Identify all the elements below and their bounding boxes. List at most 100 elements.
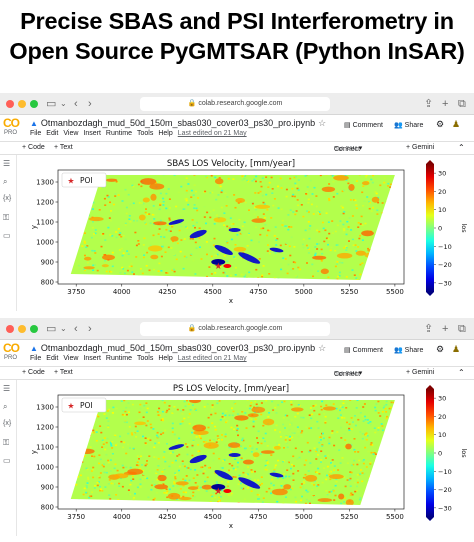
menu-tools[interactable]: Tools <box>136 130 154 137</box>
browser-window-sbas: ▭ ⌄ ‹ › 🔒 colab.research.google.com ⇪ + ⧉… <box>0 93 474 311</box>
plot-title: PS LOS Velocity, [mm/year] <box>173 384 289 394</box>
comment-button[interactable]: ▤ Comment <box>344 346 383 354</box>
share-button[interactable]: 👥 Share <box>394 346 423 354</box>
menu-file[interactable]: File <box>30 355 42 362</box>
add-text-button[interactable]: + Text <box>54 144 73 151</box>
close-window-button[interactable] <box>6 325 14 333</box>
menu-runtime[interactable]: Runtime <box>105 355 132 362</box>
y-tick-label: 1000 <box>36 464 54 472</box>
account-avatar[interactable]: ♟ <box>452 344 461 354</box>
x-tick-label: 3750 <box>67 288 85 296</box>
back-arrow-icon[interactable]: ‹ <box>74 98 78 110</box>
variables-icon[interactable]: {x} <box>3 195 12 202</box>
swath-footprint <box>70 175 395 280</box>
files-folder-icon[interactable]: ▭ <box>3 456 11 465</box>
menu-insert[interactable]: Insert <box>83 355 101 362</box>
zoom-window-button[interactable] <box>30 100 38 108</box>
star-icon[interactable]: ☆ <box>318 343 327 353</box>
menu-edit[interactable]: Edit <box>46 130 59 137</box>
collapse-icon[interactable]: ⌃ <box>458 143 465 152</box>
new-tab-icon[interactable]: + <box>442 323 449 335</box>
address-bar[interactable]: 🔒 colab.research.google.com <box>140 97 330 111</box>
chevron-down-icon[interactable]: ⌄ <box>60 99 67 108</box>
gemini-button[interactable]: + Gemini <box>406 144 435 151</box>
poi-marker: ★ <box>214 487 222 497</box>
notebook-title-row: ▲ Otmanbozdagh_mud_50d_150m_sbas030_cover… <box>30 118 326 129</box>
notebook-name[interactable]: Otmanbozdagh_mud_50d_150m_sbas030_cover0… <box>40 343 316 353</box>
cell-toolbar: + Code + Text Connect High RAM ▾ + Gemin… <box>0 366 474 380</box>
sidebar-toggle-icon[interactable]: ▭ <box>46 98 57 110</box>
search-icon[interactable]: ⌕ <box>3 402 8 411</box>
tab-overview-icon[interactable]: ⧉ <box>458 323 466 335</box>
last-edited-link[interactable]: Last edited on 21 May <box>177 355 247 362</box>
menu-tools[interactable]: Tools <box>136 355 154 362</box>
lock-icon: 🔒 <box>187 325 197 332</box>
last-edited-link[interactable]: Last edited on 21 May <box>177 130 247 137</box>
add-text-button[interactable]: + Text <box>54 369 73 376</box>
colab-logo[interactable]: CO PRO <box>3 117 25 139</box>
variables-icon[interactable]: {x} <box>3 420 12 427</box>
colorbar-tick-label: 0 <box>438 450 442 458</box>
menu-view[interactable]: View <box>63 355 79 362</box>
y-tick-label: 1100 <box>36 444 54 452</box>
y-axis-label: y <box>30 450 38 454</box>
share-page-icon[interactable]: ⇪ <box>424 98 434 110</box>
menu-edit[interactable]: Edit <box>46 355 59 362</box>
add-code-button[interactable]: + Code <box>22 144 45 151</box>
colorbar-tick-label: 30 <box>438 170 446 178</box>
colab-logo-text: CO <box>3 116 20 130</box>
zoom-window-button[interactable] <box>30 325 38 333</box>
notebook-name[interactable]: Otmanbozdagh_mud_50d_150m_sbas030_cover0… <box>40 118 316 128</box>
axes-frame <box>57 169 405 285</box>
chevron-down-icon[interactable]: ⌄ <box>60 324 67 333</box>
comment-button[interactable]: ▤ Comment <box>344 121 383 129</box>
forward-arrow-icon[interactable]: › <box>88 98 92 110</box>
legend: ★ POI <box>61 172 107 188</box>
minimize-window-button[interactable] <box>18 325 26 333</box>
menu-help[interactable]: Help <box>158 130 173 137</box>
x-tick-label: 4750 <box>249 513 267 521</box>
legend: ★ POI <box>61 397 107 413</box>
colab-logo[interactable]: CO PRO <box>3 342 25 364</box>
output-cell: SBAS LOS Velocity, [mm/year] 3750 4000 4250… <box>22 156 470 310</box>
tab-overview-icon[interactable]: ⧉ <box>458 98 466 110</box>
x-tick-label: 5250 <box>340 288 358 296</box>
connect-dropdown-icon[interactable]: ▾ <box>358 145 363 152</box>
sidebar-toggle-icon[interactable]: ▭ <box>46 323 57 335</box>
collapse-icon[interactable]: ⌃ <box>458 368 465 377</box>
colorbar-tick-label: −30 <box>438 504 452 512</box>
colorbar-tick-label: −20 <box>438 261 452 269</box>
share-page-icon[interactable]: ⇪ <box>424 323 434 335</box>
settings-gear-icon[interactable]: ⚙ <box>436 119 445 129</box>
y-tick-label: 800 <box>41 279 54 287</box>
secrets-key-icon[interactable]: ⚿ <box>3 213 10 222</box>
secrets-key-icon[interactable]: ⚿ <box>3 438 10 447</box>
connect-dropdown-icon[interactable]: ▾ <box>358 370 363 377</box>
menu-view[interactable]: View <box>63 130 79 137</box>
search-icon[interactable]: ⌕ <box>3 177 8 186</box>
menu-insert[interactable]: Insert <box>83 130 101 137</box>
minimize-window-button[interactable] <box>18 100 26 108</box>
toc-icon[interactable]: ☰ <box>3 384 11 393</box>
gemini-button[interactable]: + Gemini <box>406 369 435 376</box>
toc-icon[interactable]: ☰ <box>3 159 11 168</box>
address-bar[interactable]: 🔒 colab.research.google.com <box>140 322 330 336</box>
add-code-button[interactable]: + Code <box>22 369 45 376</box>
close-window-button[interactable] <box>6 100 14 108</box>
connect-button[interactable]: Connect High RAM ▾ <box>334 144 363 153</box>
menu-runtime[interactable]: Runtime <box>105 130 132 137</box>
back-arrow-icon[interactable]: ‹ <box>74 323 78 335</box>
connect-button[interactable]: Connect High RAM ▾ <box>334 369 363 378</box>
x-tick-label: 4250 <box>158 288 176 296</box>
settings-gear-icon[interactable]: ⚙ <box>436 344 445 354</box>
left-sidebar: ☰ ⌕ {x} ⚿ ▭ <box>0 155 17 311</box>
menu-file[interactable]: File <box>30 130 42 137</box>
star-icon[interactable]: ☆ <box>318 118 327 128</box>
share-button[interactable]: 👥 Share <box>394 121 423 129</box>
account-avatar[interactable]: ♟ <box>452 119 461 129</box>
forward-arrow-icon[interactable]: › <box>88 323 92 335</box>
new-tab-icon[interactable]: + <box>442 98 449 110</box>
files-folder-icon[interactable]: ▭ <box>3 231 11 240</box>
menu-help[interactable]: Help <box>158 355 173 362</box>
colorbar: 30 20 10 0 −10 −20 −30 los <box>426 385 468 521</box>
